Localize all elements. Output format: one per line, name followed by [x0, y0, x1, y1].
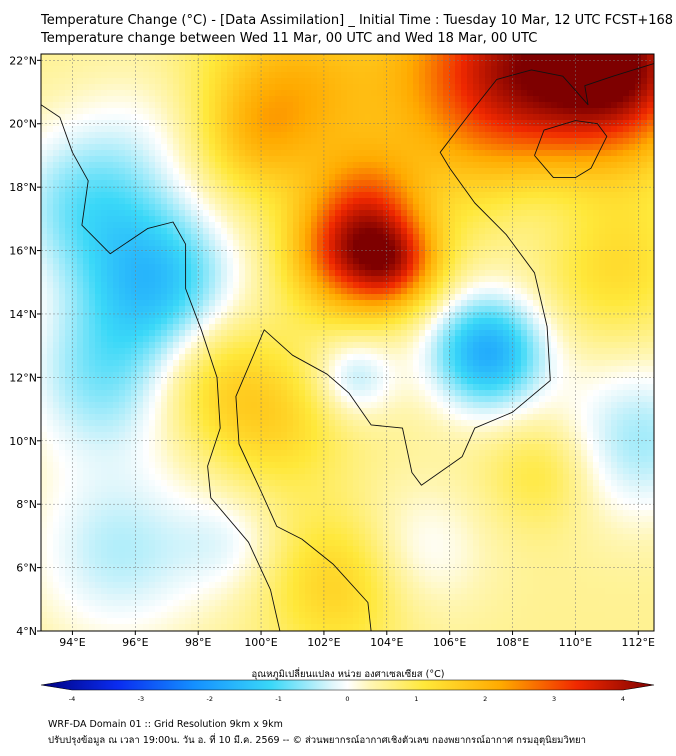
y-tick-label: 14°N — [9, 308, 37, 321]
colorbar-ticks: -4 -3 -2 -1 0 1 2 3 4 — [69, 695, 625, 703]
model-info: WRF-DA Domain 01 :: Grid Resolution 9km … — [48, 719, 283, 730]
y-tick-label: 12°N — [9, 371, 37, 384]
map-subtitle: Temperature change between Wed 11 Mar, 0… — [41, 31, 538, 46]
colorbar-tick-label: -2 — [207, 695, 213, 703]
y-tick-label: 16°N — [9, 245, 37, 258]
update-info: ปรับปรุงข้อมูล ณ เวลา 19:00น. วัน อ. ที่… — [48, 735, 586, 746]
x-tick-label: 102°E — [307, 636, 340, 649]
colorbar-label: อุณหภูมิเปลี่ยนแปลง หน่วย องศาเซลเซียส (… — [252, 667, 445, 680]
colorbar-tick-label: 2 — [483, 695, 487, 703]
coastline-hainan — [534, 120, 608, 179]
temperature-field — [41, 54, 654, 631]
x-tick-label: 98°E — [185, 636, 211, 649]
y-tick-label: 18°N — [9, 181, 37, 194]
colorbar-tick-label: -4 — [69, 695, 75, 703]
map-title: Temperature Change (°C) - [Data Assimila… — [41, 13, 674, 28]
coastline-mainland-west-coast — [41, 104, 281, 631]
plot-frame — [40, 53, 655, 632]
x-tick-label: 94°E — [59, 636, 85, 649]
x-tick-label: 106°E — [433, 636, 466, 649]
y-tick-label: 10°N — [9, 435, 37, 448]
colorbar: -4 -3 -2 -1 0 1 2 3 4 — [40, 679, 655, 703]
x-tick-label: 112°E — [622, 636, 655, 649]
colorbar-bar — [40, 679, 655, 691]
x-tick-label: 108°E — [496, 636, 529, 649]
coastline-gulf-and-indochina-coast — [235, 63, 654, 631]
y-tick-label: 20°N — [9, 118, 37, 131]
y-axis-ticks: 22°N 20°N 18°N 16°N 14°N 12°N 10°N 8°N 6°N 4°N — [9, 54, 41, 638]
y-tick-label: 22°N — [9, 54, 37, 67]
colorbar-tick-label: 1 — [414, 695, 418, 703]
colorbar-tick-label: -3 — [138, 695, 144, 703]
colorbar-tick-label: 4 — [621, 695, 625, 703]
graticule — [41, 54, 654, 631]
x-tick-label: 110°E — [559, 636, 592, 649]
x-tick-label: 96°E — [122, 636, 148, 649]
colorbar-tick-label: -1 — [275, 695, 281, 703]
x-tick-label: 104°E — [370, 636, 403, 649]
coastlines — [41, 63, 654, 631]
y-tick-label: 6°N — [16, 562, 37, 575]
x-axis-ticks: 94°E 96°E 98°E 100°E 102°E 104°E 106°E 108°E 110… — [59, 631, 655, 649]
x-tick-label: 100°E — [244, 636, 277, 649]
y-tick-label: 8°N — [16, 498, 37, 511]
y-tick-label: 4°N — [16, 625, 37, 638]
colorbar-tick-label: 3 — [552, 695, 556, 703]
colorbar-tick-label: 0 — [345, 695, 349, 703]
